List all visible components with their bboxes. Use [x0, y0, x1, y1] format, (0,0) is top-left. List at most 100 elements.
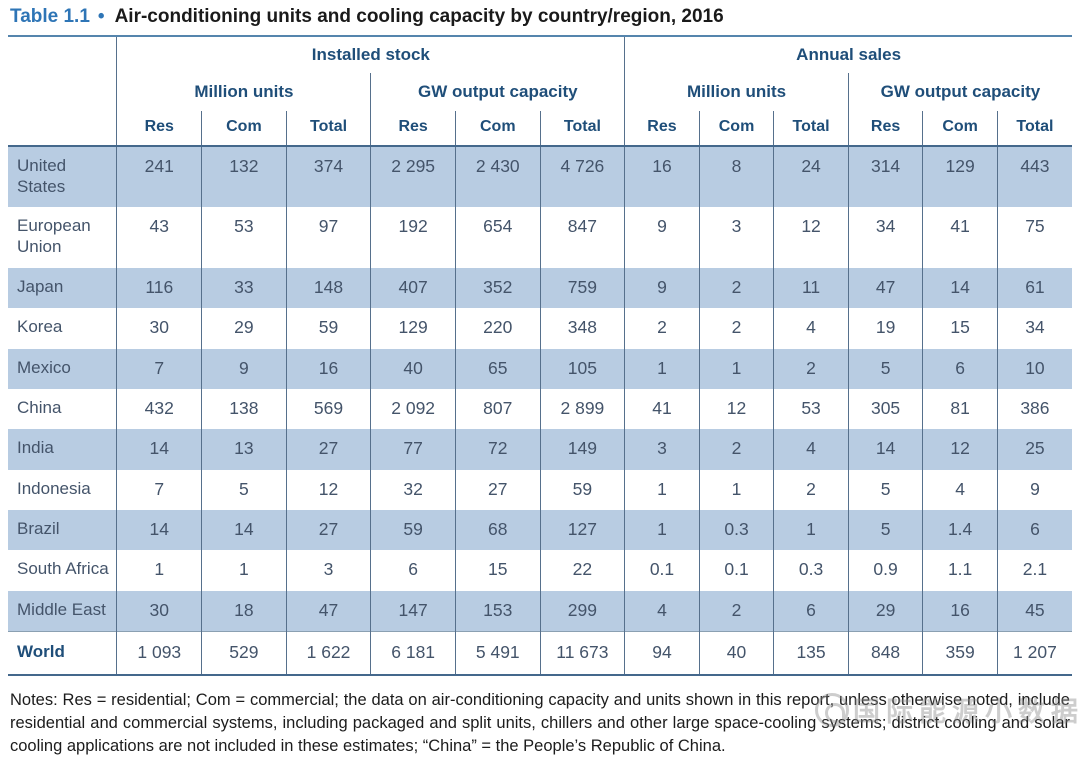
cell: 374 — [285, 146, 371, 208]
cell: 8 — [698, 146, 774, 208]
cell: 138 — [201, 388, 287, 430]
cell: 359 — [922, 631, 998, 677]
cell: 6 — [370, 550, 456, 591]
row-label: China — [17, 397, 62, 417]
cell: 6 — [996, 510, 1072, 551]
cell: 116 — [116, 267, 202, 309]
row-label: Brazil — [8, 510, 117, 551]
cell: 132 — [201, 146, 287, 208]
cell: 16 — [624, 146, 700, 208]
cell: 149 — [539, 429, 625, 470]
col-header-res-0: Res — [116, 111, 202, 147]
cell: 5 — [847, 348, 923, 389]
cell: 1 — [624, 510, 700, 551]
cell: 15 — [454, 550, 541, 591]
cell: 12 — [922, 429, 998, 470]
col-header-total-2: Total — [285, 111, 371, 147]
cell: 1.1 — [922, 550, 998, 591]
cell: 807 — [454, 388, 541, 430]
cell: 41 — [624, 388, 700, 430]
cell: 33 — [201, 267, 287, 309]
cell: 5 — [847, 510, 923, 551]
cell: 29 — [201, 308, 287, 349]
cell: 127 — [539, 510, 625, 551]
cell: 16 — [922, 590, 998, 632]
cell: 27 — [285, 429, 371, 470]
cell: 4 — [773, 308, 849, 349]
cell: 153 — [454, 590, 541, 632]
cell: 61 — [996, 267, 1072, 309]
cell: 34 — [996, 308, 1072, 349]
col-header-com-1: Com — [201, 111, 287, 147]
cell: 13 — [201, 429, 287, 470]
cell: 2 — [698, 267, 774, 309]
cell: 220 — [454, 308, 541, 349]
col-header-com-4: Com — [454, 111, 541, 147]
cell: 1 — [773, 510, 849, 551]
cell: 29 — [847, 590, 923, 632]
table-row-middle-east: Middle East 30 18 47 147 153 299 4 2 6 29 16 45 — [8, 590, 1072, 632]
cell: 1 — [624, 348, 700, 389]
cell: 27 — [285, 510, 371, 551]
cell: 12 — [698, 388, 774, 430]
cell: 43 — [116, 207, 202, 268]
cell: 19 — [847, 308, 923, 349]
title-bullet-icon: • — [97, 6, 105, 27]
table-row-mexico: Mexico 7 9 16 40 65 105 1 1 2 5 6 10 — [8, 348, 1072, 389]
table-row-korea: Korea 30 29 59 129 220 348 2 2 4 19 15 34 — [8, 308, 1072, 349]
cell: 40 — [370, 348, 456, 389]
cell: 47 — [285, 590, 371, 632]
table-title: Table 1.1 • Air-conditioning units and coo… — [0, 0, 1080, 35]
cell: 2 — [773, 348, 849, 389]
cell: 32 — [370, 469, 456, 510]
cell: 2 899 — [539, 388, 625, 430]
cell: 40 — [698, 631, 774, 677]
row-label: Korea — [17, 317, 63, 337]
cell: 4 726 — [539, 146, 625, 208]
cell: 1 — [116, 550, 202, 591]
table-row-indonesia: Indonesia 7 5 12 32 27 59 1 1 2 5 4 9 — [8, 469, 1072, 510]
cell: 41 — [922, 207, 998, 268]
cell: 9 — [996, 469, 1072, 510]
cell: 53 — [201, 207, 287, 268]
row-label: South Africa — [17, 559, 109, 579]
cell: 129 — [370, 308, 456, 349]
table-body: United States 241 132 374 2 295 2 430 4 726 16 8… — [8, 146, 1072, 677]
subgroup-header: Million units — [624, 73, 849, 111]
cell: 6 — [773, 590, 849, 632]
cell: 75 — [996, 207, 1072, 268]
cell: 9 — [624, 267, 700, 309]
cell: 18 — [201, 590, 287, 632]
cell: 68 — [454, 510, 541, 551]
cell: 30 — [116, 590, 202, 632]
cell: 1 093 — [116, 631, 202, 677]
table-row-japan: Japan 116 33 148 407 352 759 9 2 11 47 14 61 — [8, 267, 1072, 309]
col-header-res-9: Res — [847, 111, 923, 147]
cell: 53 — [773, 388, 849, 430]
cell: 759 — [539, 267, 625, 309]
row-label: Indonesia — [17, 478, 91, 498]
cell: 569 — [285, 388, 371, 430]
table-row-south-africa: South Africa 1 1 3 6 15 22 0.1 0.1 0.3 0.9 1.1 2.1 — [8, 550, 1072, 591]
cell: 14 — [847, 429, 923, 470]
cell: 1 — [624, 469, 700, 510]
cell: 14 — [201, 510, 287, 551]
cell: 314 — [847, 146, 923, 208]
group-header-installed-stock: Installed stock — [116, 35, 625, 73]
cell: 2.1 — [996, 550, 1072, 591]
cell: 1 — [698, 348, 774, 389]
col-header-res-3: Res — [370, 111, 456, 147]
cell: 1.4 — [922, 510, 998, 551]
cell: 2 092 — [370, 388, 456, 430]
cell: 1 — [201, 550, 287, 591]
cell: 45 — [996, 590, 1072, 632]
cell: 0.3 — [698, 510, 774, 551]
cell: 148 — [285, 267, 371, 309]
col-header-total-11: Total — [996, 111, 1072, 147]
cell: 2 — [698, 429, 774, 470]
subgroup-header: GW output capacity — [847, 73, 1072, 111]
cell: 27 — [454, 469, 541, 510]
row-label: Japan — [8, 267, 117, 309]
cell: 16 — [285, 348, 371, 389]
